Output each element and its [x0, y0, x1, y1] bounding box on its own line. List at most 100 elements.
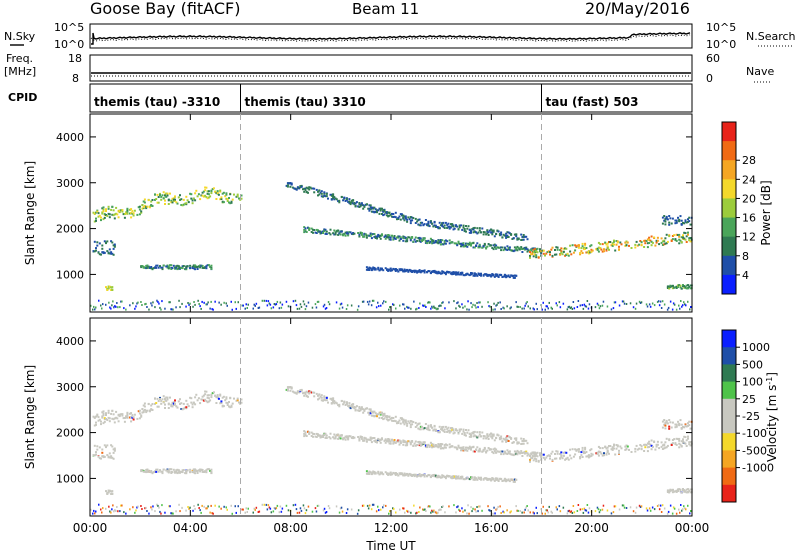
power-cell: [587, 252, 590, 255]
power-cell: [428, 301, 430, 304]
velocity-cell: [107, 456, 110, 459]
velocity-cell: [475, 448, 477, 451]
power-cell: [240, 194, 243, 197]
power-cell: [487, 243, 490, 245]
power-cell: [365, 266, 368, 269]
power-cell: [455, 271, 457, 274]
power-cell: [305, 231, 308, 233]
velocity-cell: [457, 505, 459, 508]
velocity-cell: [511, 478, 514, 481]
velocity-cell: [678, 442, 681, 445]
velocity-cell: [113, 510, 115, 513]
velocity-cell: [118, 413, 121, 416]
power-cell: [338, 199, 341, 202]
power-cell: [365, 234, 368, 237]
velocity-cell: [582, 450, 585, 453]
power-cell: [455, 224, 457, 227]
velocity-cell: [421, 425, 424, 428]
velocity-cell: [549, 457, 551, 460]
power-cell: [406, 237, 409, 240]
velocity-cell: [467, 477, 470, 480]
power-cell: [431, 222, 434, 225]
power-cell: [408, 218, 411, 221]
velocity-cell: [97, 455, 100, 458]
power-cell: [478, 229, 481, 232]
power-cell: [491, 273, 494, 276]
power-cell: [201, 266, 204, 269]
velocity-cell: [200, 398, 203, 401]
power-cell: [404, 240, 407, 243]
power-cell: [105, 303, 107, 306]
power-cell: [367, 207, 370, 210]
power-cell: [495, 247, 498, 250]
velocity-cell: [435, 511, 437, 514]
power-cell: [458, 273, 461, 276]
velocity-cell: [404, 421, 407, 424]
velocity-cell: [205, 507, 207, 510]
velocity-cell: [455, 446, 457, 449]
velocity-cell: [587, 456, 590, 459]
power-cell: [443, 227, 446, 229]
velocity-cell: [542, 456, 545, 459]
power-cell: [119, 306, 121, 309]
power-cell: [339, 230, 342, 233]
power-cell: [279, 301, 282, 304]
power-cell: [338, 307, 341, 310]
power-cell: [142, 206, 145, 209]
velocity-cell: [526, 454, 529, 457]
power-cell: [113, 243, 116, 246]
velocity-cell: [322, 434, 324, 437]
velocity-cell: [207, 505, 209, 508]
velocity-cell: [391, 416, 393, 419]
velocity-cell: [488, 478, 491, 481]
power-cell: [403, 236, 406, 239]
power-cell: [503, 307, 505, 310]
velocity-cell: [634, 450, 637, 453]
velocity-cell: [661, 420, 664, 423]
velocity-cell: [583, 507, 586, 510]
power-cell: [157, 196, 160, 198]
velocity-cell: [112, 448, 115, 451]
power-cell: [397, 216, 400, 219]
velocity-cell: [387, 472, 390, 475]
power-cell: [523, 235, 526, 238]
power-cell: [253, 303, 255, 306]
power-cell: [581, 304, 584, 307]
velocity-cell: [442, 505, 444, 508]
velocity-cell: [462, 428, 465, 431]
power-cell: [620, 243, 623, 246]
power-cell: [481, 227, 484, 230]
power-cell: [170, 199, 173, 202]
power-cell: [508, 276, 511, 279]
velocity-cell: [540, 456, 543, 459]
power-cell: [393, 215, 396, 218]
power-cell: [211, 308, 213, 311]
power-cell: [577, 300, 580, 302]
power-cell: [669, 285, 672, 288]
velocity-cell: [581, 449, 584, 452]
noise-axis-bottom: 10^0: [54, 38, 84, 51]
velocity-cell: [646, 446, 649, 449]
power-cell: [575, 245, 578, 248]
velocity-cell: [526, 442, 529, 445]
power-cell: [646, 242, 649, 245]
power-cell: [389, 267, 392, 270]
velocity-cell: [541, 512, 543, 515]
velocity-cell: [556, 508, 558, 511]
velocity-cell: [417, 474, 420, 477]
velocity-cell: [224, 399, 227, 402]
power-cell: [661, 222, 664, 225]
power-cell: [322, 230, 324, 233]
power-cell: [374, 210, 377, 213]
velocity-cell: [110, 490, 113, 493]
power-cell: [572, 301, 575, 303]
velocity-cell: [392, 440, 395, 443]
power-cell: [547, 250, 550, 253]
velocity-cell: [488, 433, 491, 436]
power-cell: [502, 306, 504, 309]
velocity-cell: [210, 504, 212, 507]
velocity-cell: [181, 506, 183, 509]
power-cell: [113, 306, 115, 309]
velocity-cell: [403, 472, 406, 475]
power-cell: [409, 237, 412, 240]
